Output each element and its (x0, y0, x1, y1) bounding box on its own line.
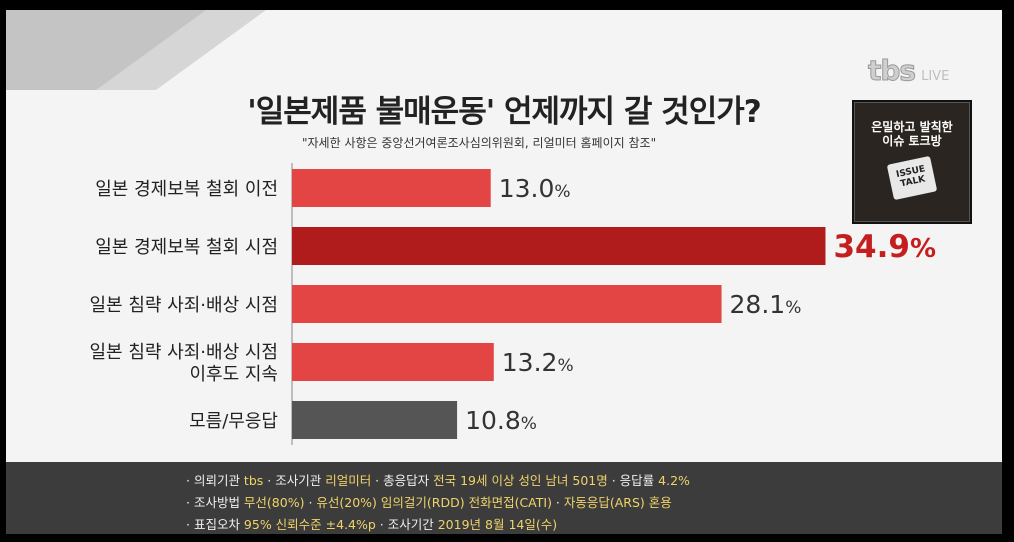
footer-segment: · 총응답자 (371, 473, 434, 488)
value-label-4: 10.8% (465, 406, 537, 435)
bar-0 (292, 169, 491, 207)
corner-decoration (6, 10, 266, 90)
live-label: LIVE (921, 69, 950, 84)
footer-segment: 유선(20%) 임의걸기(RDD) 전화면접(CATI) (316, 495, 552, 510)
survey-info-footer: · 의뢰기관 tbs · 조사기관 리얼미터 · 총응답자 전국 19세 이상 … (6, 462, 1002, 534)
value-label-1: 34.9% (833, 229, 936, 265)
chart-title: '일본제품 불매운동' 언제까지 갈 것인가? (247, 94, 761, 130)
bar-chart: 일본 경제보복 철회 이전 13.0% 일본 경제보복 철회 시점 34.9% 일본 침… (90, 163, 936, 445)
value-label-2: 28.1% (730, 290, 802, 319)
footer-segment: tbs (243, 473, 264, 488)
chart-subtitle: "자세한 사항은 중앙선거여론조사심의위원회, 리얼미터 홈페이지 참조" (302, 136, 657, 150)
value-label-0: 13.0% (499, 174, 571, 203)
footer-segment: 자동응답(ARS) 혼용 (563, 495, 672, 510)
footer-line-1: · 의뢰기관 tbs · 조사기관 리얼미터 · 총응답자 전국 19세 이상 … (186, 470, 690, 489)
category-label-1: 일본 경제보복 철회 시점 (95, 237, 278, 258)
bar-1 (292, 227, 826, 265)
footer-segment: 2019년 8월 14일(수) (437, 517, 558, 532)
category-label-2: 일본 침략 사죄·배상 시점 (90, 295, 279, 316)
footer-line-2: · 조사방법 무선(80%) · 유선(20%) 임의걸기(RDD) 전화면접(… (186, 492, 672, 511)
footer-segment: 무선(80%) (243, 495, 305, 510)
footer-segment: · 응답률 (607, 473, 659, 488)
badge-line-1: 은밀하고 발칙한 (871, 120, 953, 134)
footer-segment: · 의뢰기관 (186, 473, 244, 488)
footer-segment: · 조사기간 (375, 517, 438, 532)
footer-segment: 리얼미터 (325, 473, 372, 488)
issue-talk-badge: 은밀하고 발칙한 이슈 토크방 ISSUE TALK (852, 100, 972, 224)
footer-segment: · (551, 495, 564, 510)
footer-segment: · (304, 495, 317, 510)
bar-4 (292, 401, 458, 439)
category-label-4: 모름/무응답 (189, 411, 278, 432)
tbs-logo-text: tbs (867, 54, 916, 88)
footer-segment: · 조사방법 (186, 495, 244, 510)
bar-2 (292, 285, 722, 323)
footer-segment: 4.2% (658, 473, 690, 488)
category-label-3-line-0: 일본 침략 사죄·배상 시점 (90, 342, 279, 363)
tbs-live-logo: tbs LIVE (867, 54, 950, 88)
footer-segment: · 조사기관 (263, 473, 326, 488)
footer-segment: 95% 신뢰수준 ±4.4%p (243, 517, 376, 532)
category-label-3-line-1: 이후도 지속 (189, 364, 278, 385)
category-label-0: 일본 경제보복 철회 이전 (95, 179, 278, 200)
chart-screen: tbs LIVE '일본제품 불매운동' 언제까지 갈 것인가? "자세한 사항… (6, 10, 1002, 534)
badge-line-2: 이슈 토크방 (882, 134, 942, 148)
value-label-3: 13.2% (502, 348, 574, 377)
footer-line-3: · 표집오차 95% 신뢰수준 ±4.4%p · 조사기간 2019년 8월 1… (186, 514, 557, 533)
bar-3 (292, 343, 494, 381)
footer-segment: · 표집오차 (186, 517, 244, 532)
footer-segment: 전국 19세 이상 성인 남녀 501명 (433, 473, 608, 488)
